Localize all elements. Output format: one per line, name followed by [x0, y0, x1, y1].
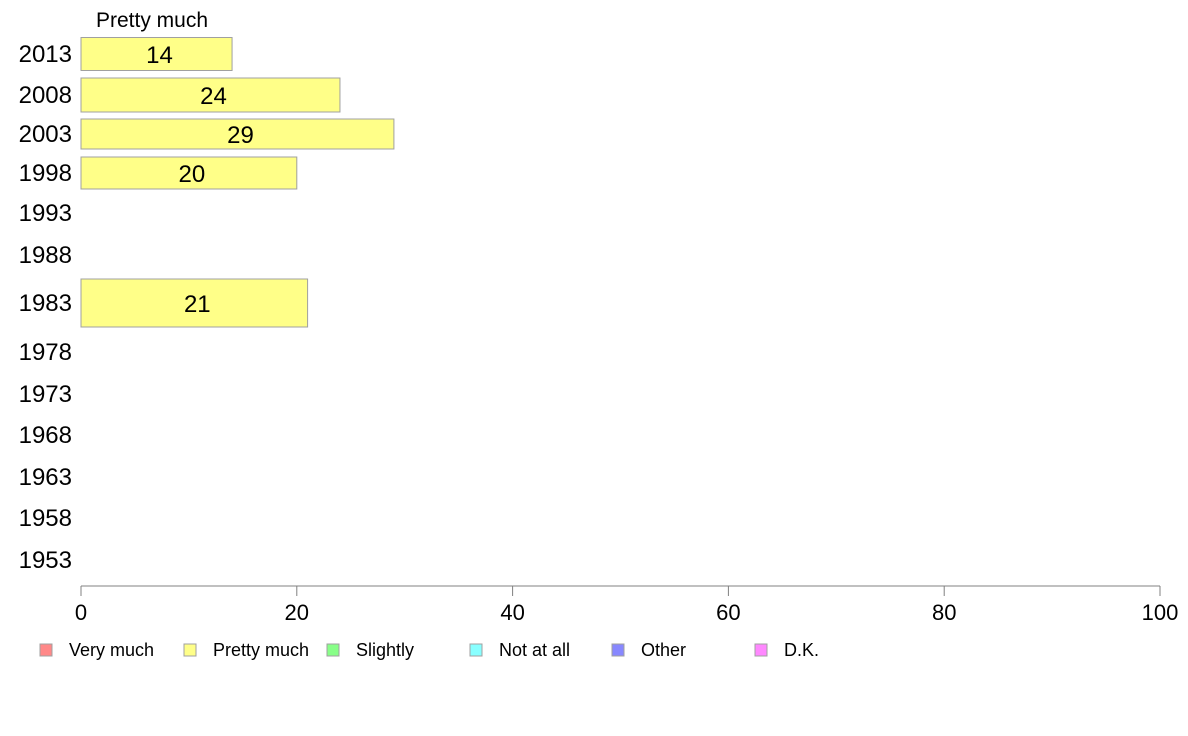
year-label-1968: 1968 [19, 422, 72, 449]
year-label-1993: 1993 [19, 200, 72, 227]
bar-2013 [80, 37, 233, 71]
x-axis: 0 20 40 60 80 100 [75, 585, 1179, 625]
year-label-1958: 1958 [19, 505, 72, 532]
year-label-1953: 1953 [19, 547, 72, 574]
bars-group: 2013 14 2008 24 2003 29 1998 20 1993 1988 1983 21 19… [19, 37, 395, 574]
year-label-1983: 1983 [19, 290, 72, 317]
bar-value-label-1983: 21 [184, 291, 211, 318]
x-tick-label-100: 100 [1142, 600, 1179, 625]
year-label-1973: 1973 [19, 381, 72, 408]
legend-label-0: Very much [69, 640, 154, 660]
legend-label-5: D.K. [784, 640, 819, 660]
legend-swatch-4 [611, 643, 625, 657]
x-tick-label-40: 40 [500, 600, 524, 625]
x-tick-label-80: 80 [932, 600, 956, 625]
legend: Very much Pretty much Slightly Not at all Ot… [39, 640, 819, 660]
bar-2008 [80, 77, 341, 113]
legend-swatch-5 [754, 643, 768, 657]
legend-label-3: Not at all [499, 640, 570, 660]
x-tick-label-60: 60 [716, 600, 740, 625]
x-tick-label-20: 20 [285, 600, 309, 625]
year-label-2013: 2013 [19, 41, 72, 68]
year-label-1978: 1978 [19, 339, 72, 366]
bar-1998 [80, 156, 298, 190]
bar-2003 [80, 118, 395, 150]
x-tick-label-0: 0 [75, 600, 87, 625]
legend-swatch-0 [39, 643, 53, 657]
legend-label-4: Other [641, 640, 686, 660]
series-title: Pretty much [96, 9, 208, 32]
bar-value-label-1998: 20 [179, 161, 206, 188]
bar-value-label-2013: 14 [146, 42, 173, 69]
bar-1983 [80, 278, 309, 328]
year-label-1963: 1963 [19, 464, 72, 491]
year-label-2008: 2008 [19, 82, 72, 109]
bar-value-label-2008: 24 [200, 83, 227, 110]
legend-swatch-3 [469, 643, 483, 657]
legend-label-2: Slightly [356, 640, 414, 660]
year-label-1988: 1988 [19, 242, 72, 269]
legend-swatch-1 [183, 643, 197, 657]
legend-swatch-2 [326, 643, 340, 657]
year-label-2003: 2003 [19, 121, 72, 148]
year-label-1998: 1998 [19, 160, 72, 187]
legend-label-1: Pretty much [213, 640, 309, 660]
bar-value-label-2003: 29 [227, 122, 254, 149]
